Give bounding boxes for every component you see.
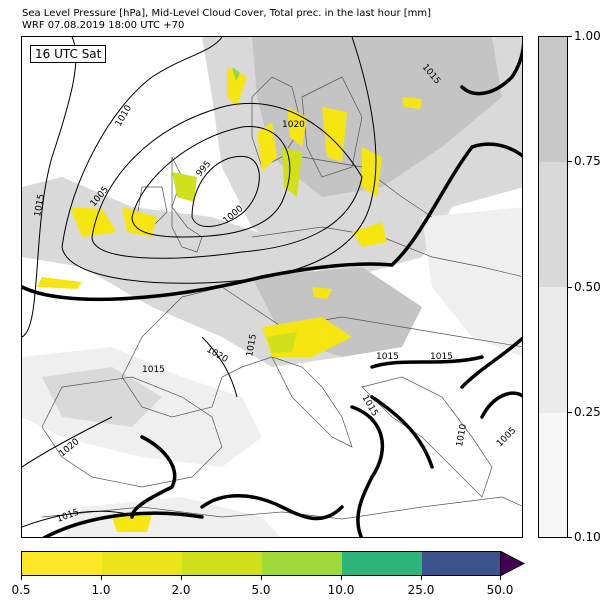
precip-level — [22, 552, 102, 575]
precip-level — [102, 552, 182, 575]
cloud-cover-colorbar — [538, 36, 568, 538]
isobar-label: 1015 — [245, 333, 259, 357]
isobar-label: 1020 — [282, 120, 305, 130]
colorbar-extend-arrow — [500, 551, 525, 576]
isobar-1015-west — [22, 37, 77, 338]
colorbar-tick-label: 0.50 — [574, 280, 601, 294]
isobar-1015-cyprus — [480, 391, 522, 419]
cloud-cover-level — [539, 37, 567, 162]
precip-area — [352, 222, 387, 247]
precip-area — [122, 207, 157, 237]
precip-level — [262, 552, 342, 575]
cloud-area — [63, 497, 281, 537]
colorbar-tick — [261, 576, 262, 580]
isobar-1015-ital — [370, 355, 484, 369]
cloud-cover-level — [539, 413, 567, 537]
isobar-1005 — [91, 103, 363, 259]
colorbar-tick — [421, 576, 422, 580]
cloud-area — [42, 367, 162, 427]
run-info: WRF 07.08.2019 18:00 UTC +70 — [22, 20, 185, 31]
colorbar-tick-label: 25.0 — [407, 583, 435, 597]
colorbar-tick — [568, 36, 572, 37]
isobar-1015-north — [460, 42, 522, 96]
colorbar-tick-label: 0.25 — [574, 405, 601, 419]
precip-level — [422, 552, 500, 575]
precip-area — [232, 67, 240, 81]
cloud-cover-level — [539, 162, 567, 287]
colorbar-tick-label: 2.0 — [171, 583, 191, 597]
precip-area — [227, 67, 247, 107]
precip-area — [257, 122, 277, 172]
colorbar-tick — [568, 161, 572, 162]
isobar-1015-main — [22, 142, 522, 302]
precip-area — [362, 147, 382, 197]
isobar-label: 1015 — [430, 352, 453, 362]
precip-colorbar — [21, 551, 501, 576]
time-badge: 16 UTC Sat — [30, 45, 107, 63]
precip-area — [37, 277, 82, 289]
isobar-1015-med — [350, 405, 384, 537]
isobar-label: 1020 — [205, 345, 230, 365]
isobar-label: 1005 — [495, 426, 518, 449]
isobar-label: 1015 — [376, 352, 399, 362]
precip-level — [342, 552, 422, 575]
precip-area — [282, 147, 302, 197]
colorbar-tick — [568, 412, 572, 413]
precip-area — [112, 515, 152, 532]
isobar-label: 1000 — [222, 204, 246, 227]
colorbar-tick-label: 1.0 — [91, 583, 111, 597]
precipitation-layer — [37, 67, 422, 532]
colorbar-tick-label: 10.0 — [327, 583, 355, 597]
isobar-1010 — [61, 37, 223, 248]
precip-area — [70, 207, 117, 237]
colorbar-tick-label: 50.0 — [486, 583, 514, 597]
isobar-label: 1015 — [359, 394, 379, 419]
cloud-cover-level — [539, 287, 567, 413]
colorbar-tick — [21, 576, 22, 580]
cloud-area — [422, 207, 522, 357]
colorbar-tick-label: 5.0 — [251, 583, 271, 597]
isobars — [22, 37, 377, 528]
isobar-1020-south — [201, 336, 238, 398]
colorbar-tick-label: 1.00 — [574, 29, 601, 43]
precip-level — [182, 552, 262, 575]
precip-area — [267, 332, 297, 353]
colorbar-tick — [568, 287, 572, 288]
weather-map[interactable]: 995 1000 1005 1010 1015 1015 1015 1015 1… — [21, 36, 523, 538]
colorbar-tick — [181, 576, 182, 580]
isobar-1020-sw — [22, 416, 113, 468]
colorbar-tick-label: 0.75 — [574, 154, 601, 168]
isobars-1015 — [22, 42, 522, 537]
isobar-995 — [191, 155, 260, 227]
isobar-1015-south — [200, 494, 344, 521]
colorbar-tick — [101, 576, 102, 580]
cloud-area — [252, 37, 502, 197]
isobar-1010b — [61, 37, 377, 284]
colorbar-tick — [500, 576, 501, 580]
colorbar-tick-label: 0.5 — [11, 583, 31, 597]
isobar-label: 1010 — [455, 423, 469, 448]
isobar-label: 1010 — [114, 103, 134, 128]
isobar-1000 — [131, 126, 291, 238]
map-canvas: 995 1000 1005 1010 1015 1015 1015 1015 1… — [22, 37, 522, 537]
precip-area — [172, 172, 197, 202]
colorbar-tick — [341, 576, 342, 580]
isobar-1015-sw — [22, 510, 133, 528]
isobar-label: 1015 — [33, 193, 47, 217]
precip-area — [312, 287, 332, 299]
isobar-1015-sahara — [130, 435, 177, 519]
isobar-label: 1015 — [142, 365, 165, 375]
colorbar-tick-label: 0.10 — [574, 530, 601, 544]
isobar-1015-east — [460, 336, 522, 389]
colorbar-tick — [568, 537, 572, 538]
chart-title: Sea Level Pressure [hPa], Mid-Level Clou… — [22, 8, 432, 19]
precip-area — [402, 97, 422, 109]
isobar-1015-africa — [42, 511, 204, 537]
isobar-1015-bal — [370, 395, 434, 469]
